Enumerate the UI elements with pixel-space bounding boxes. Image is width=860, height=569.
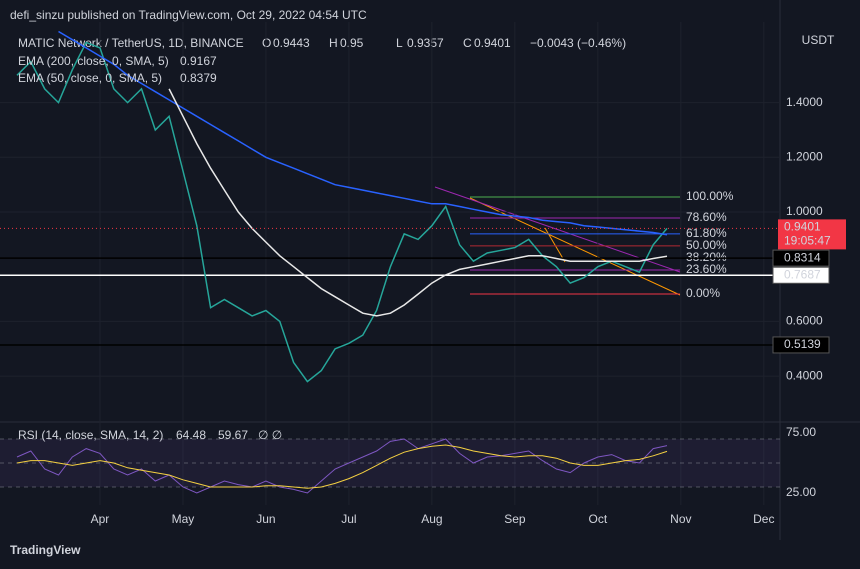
legend-name: EMA (50, close, 0, SMA, 5) bbox=[18, 71, 162, 85]
fib-label: 78.60% bbox=[686, 210, 727, 224]
fib-label: 61.80% bbox=[686, 226, 727, 240]
x-tick-label: Aug bbox=[421, 512, 442, 526]
series-line bbox=[58, 30, 668, 236]
ohlc-value: 0.9443 bbox=[273, 36, 310, 50]
y-tick-label: 1.4000 bbox=[786, 95, 823, 109]
rsi-value: 64.48 bbox=[176, 428, 206, 442]
x-tick-label: Oct bbox=[589, 512, 608, 526]
current-price-box bbox=[778, 219, 846, 250]
ohlc-label: O bbox=[262, 36, 271, 50]
x-tick-label: Dec bbox=[753, 512, 774, 526]
y-tick-label: 25.00 bbox=[786, 485, 816, 499]
ohlc-label: L bbox=[396, 36, 403, 50]
series-line bbox=[16, 444, 668, 489]
legend-name: EMA (200, close, 0, SMA, 5) bbox=[18, 54, 169, 68]
y-axis-label: USDT bbox=[802, 33, 835, 47]
y-tick-label: 1.0000 bbox=[786, 204, 823, 218]
series-line bbox=[16, 438, 668, 494]
symbol: MATIC Network / TetherUS, 1D, BINANCE bbox=[18, 36, 244, 50]
y-tick-label: 0.4000 bbox=[786, 368, 823, 382]
price-level-label: 0.5139 bbox=[784, 337, 821, 351]
y-tick-label: 75.00 bbox=[786, 425, 816, 439]
ohlc-label: H bbox=[329, 36, 338, 50]
fib-label: 100.00% bbox=[686, 189, 734, 203]
fib-label: 38.20% bbox=[686, 250, 727, 264]
fib-label: 23.60% bbox=[686, 262, 727, 276]
price-level-label: 0.8314 bbox=[784, 250, 821, 264]
x-tick-label: Jun bbox=[256, 512, 275, 526]
current-price-label: 0.9401 bbox=[784, 220, 821, 234]
published: defi_sinzu published on TradingView.com,… bbox=[10, 8, 367, 22]
series-line bbox=[16, 41, 668, 383]
legend-value: 0.8379 bbox=[180, 71, 217, 85]
x-tick-label: Nov bbox=[670, 512, 691, 526]
x-tick-label: Jul bbox=[341, 512, 356, 526]
change: −0.0043 (−0.46%) bbox=[530, 36, 626, 50]
ohlc-value: 0.9401 bbox=[474, 36, 511, 50]
legend-value: 0.9167 bbox=[180, 54, 217, 68]
rsi-title: RSI (14, close, SMA, 14, 2) bbox=[18, 428, 163, 442]
fib-label: 0.00% bbox=[686, 286, 720, 300]
x-tick-label: Apr bbox=[91, 512, 110, 526]
brand[interactable]: TradingView bbox=[10, 543, 81, 557]
x-tick-label: Sep bbox=[504, 512, 526, 526]
price-box bbox=[772, 266, 830, 284]
ohlc-value: 0.9357 bbox=[407, 36, 444, 50]
price-box bbox=[772, 249, 830, 267]
x-tick-label: May bbox=[172, 512, 195, 526]
trendline bbox=[469, 197, 681, 296]
price-box bbox=[772, 336, 830, 354]
countdown: 19:05:47 bbox=[784, 234, 831, 248]
ohlc-value: 0.95 bbox=[340, 36, 364, 50]
y-tick-label: 0.6000 bbox=[786, 314, 823, 328]
fib-label: 50.00% bbox=[686, 238, 727, 252]
rsi-extra: ∅ ∅ bbox=[258, 428, 282, 442]
ohlc-label: C bbox=[463, 36, 472, 50]
rsi-sma-value: 59.67 bbox=[218, 428, 248, 442]
price-level-label: 0.7687 bbox=[784, 267, 821, 281]
y-tick-label: 1.2000 bbox=[786, 149, 823, 163]
